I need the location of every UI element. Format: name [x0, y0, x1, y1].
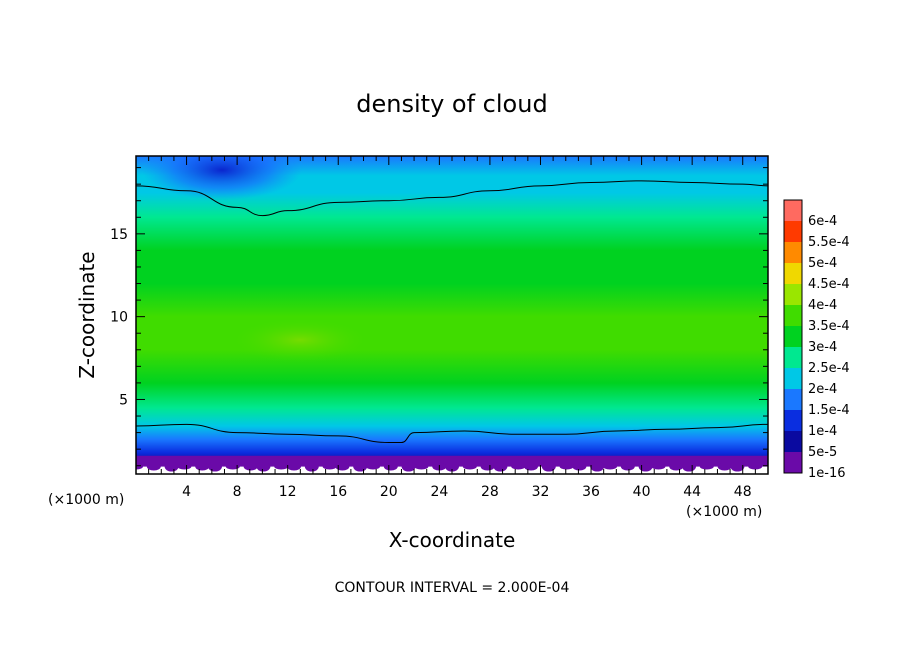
high-density-region [230, 318, 370, 362]
colorbar-label: 2e-4 [808, 382, 837, 397]
x-tick-label: 44 [683, 484, 701, 500]
band-bump [651, 463, 666, 470]
band-bump [322, 463, 337, 470]
band-bump [669, 462, 684, 471]
x-tick-label: 32 [532, 484, 550, 500]
colorbar-segment [784, 326, 802, 347]
band-bump [572, 462, 587, 471]
x-unit-right: (×1000 m) [686, 504, 762, 520]
colorbar-segment [784, 221, 802, 242]
band-bump [287, 462, 301, 471]
band-bump [682, 461, 696, 472]
band-bump [208, 461, 222, 472]
contour-interval-note: CONTOUR INTERVAL = 2.000E-04 [335, 580, 570, 596]
band-bump [511, 463, 526, 470]
colorbar-label: 2.5e-4 [808, 361, 850, 376]
band-bump [480, 462, 495, 471]
band-bump [243, 462, 258, 471]
colorbar-segment [784, 305, 802, 326]
plot-area [136, 156, 768, 474]
x-tick-label: 40 [633, 484, 651, 500]
y-tick-label: 15 [110, 227, 128, 243]
band-bump [620, 462, 635, 471]
colorbar-segment [784, 263, 802, 284]
contour-line-lower [136, 423, 768, 444]
band-bump [493, 461, 508, 472]
y-tick-label: 10 [110, 310, 128, 326]
band-bump [559, 463, 574, 470]
colorbar-label: 5e-5 [808, 445, 837, 460]
colorbar-label: 1e-16 [808, 466, 846, 481]
band-bump [401, 461, 416, 472]
band-bump [177, 463, 192, 470]
contour-line-upper [136, 180, 768, 217]
colorbar-segment [784, 200, 802, 221]
band-bump [353, 461, 368, 472]
band-bump [638, 461, 653, 472]
band-bump [366, 463, 380, 470]
colorbar-label: 1.5e-4 [808, 403, 850, 418]
band-bump [699, 463, 714, 470]
band-bump [304, 461, 319, 472]
colorbar-segment [784, 347, 802, 368]
x-tick-label: 8 [233, 484, 242, 500]
x-tick-label: 28 [481, 484, 499, 500]
band-bump [225, 463, 240, 470]
x-tick-label: 20 [380, 484, 398, 500]
band-bump [717, 462, 732, 471]
x-tick-label: 4 [182, 484, 191, 500]
band-bump [164, 461, 179, 472]
colorbar-segment [784, 452, 802, 473]
band-bump [445, 461, 459, 472]
x-axis-label: X-coordinate [389, 528, 516, 552]
colorbar-segment [784, 410, 802, 431]
band-bump [256, 461, 271, 472]
band-bump [462, 463, 477, 470]
colorbar-label: 3.5e-4 [808, 319, 850, 334]
y-tick-label: 5 [119, 392, 128, 408]
colorbar-frame [783, 199, 803, 474]
colorbar-segment [784, 284, 802, 305]
band-bump [414, 463, 429, 470]
y-axis-label: Z-coordinate [75, 251, 99, 378]
band-bump [195, 462, 210, 471]
band-bump [274, 463, 289, 470]
colorbar: 1e-16 5e-5 1e-4 1.5e-4 2e-4 2.5e-4 3e-4 3.5e-4 4… [783, 199, 850, 481]
band-bump [748, 463, 763, 470]
colorbar-label: 4e-4 [808, 298, 837, 313]
x-axis-ticks: 4 8 12 16 20 24 28 32 36 40 44 48 [148, 156, 756, 500]
colorbar-label: 4.5e-4 [808, 277, 850, 292]
purple-layer [136, 455, 768, 467]
colorbar-label: 5e-4 [808, 256, 837, 271]
colorbar-label: 1e-4 [808, 424, 837, 439]
band-bump [136, 463, 143, 470]
y-axis-ticks: 5 10 15 [110, 167, 768, 467]
x-tick-label: 24 [430, 484, 448, 500]
colorbar-label: 3e-4 [808, 340, 837, 355]
band-bump [730, 461, 745, 472]
band-bump [335, 462, 350, 471]
colorbar-segment [784, 242, 802, 263]
low-density-region-top [142, 156, 302, 200]
band-bump [524, 462, 538, 471]
colorbar-label: 5.5e-4 [808, 235, 850, 250]
chart-title: density of cloud [356, 90, 547, 118]
band-bump [383, 462, 398, 471]
band-bump [541, 461, 556, 472]
x-tick-label: 48 [734, 484, 752, 500]
band-bump [603, 463, 617, 470]
density-field [136, 156, 768, 474]
colorbar-label: 6e-4 [808, 214, 837, 229]
x-tick-label: 12 [279, 484, 297, 500]
colorbar-segment [784, 389, 802, 410]
colorbar-segment [784, 368, 802, 389]
band-bump [590, 461, 605, 472]
colorbar-segment [784, 431, 802, 452]
x-unit-left: (×1000 m) [48, 492, 124, 508]
band-bump [146, 462, 161, 471]
x-tick-label: 16 [329, 484, 347, 500]
x-tick-label: 36 [582, 484, 600, 500]
